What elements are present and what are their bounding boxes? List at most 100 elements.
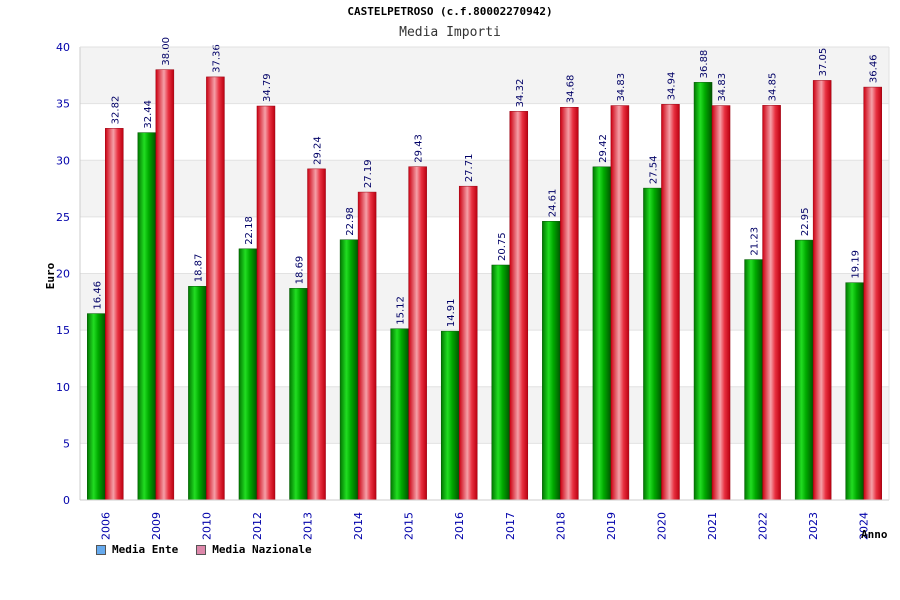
legend: Media Ente Media Nazionale [96, 543, 312, 556]
y-tick-label: 25 [56, 211, 70, 224]
bar-media-ente-2022 [744, 259, 763, 501]
y-axis-title: Euro [44, 262, 57, 289]
data-label: 27.71 [464, 154, 475, 183]
y-tick-label: 20 [56, 268, 70, 281]
data-label: 34.83 [717, 73, 728, 102]
x-tick-label: 2017 [504, 512, 517, 540]
data-label: 34.83 [616, 73, 627, 102]
bar-media-nazionale-2019 [610, 105, 630, 501]
bar-media-nazionale-2006 [105, 128, 124, 501]
bar-media-nazionale-2017 [509, 111, 529, 501]
y-tick-label: 35 [56, 98, 70, 111]
y-tick-label: 40 [56, 41, 70, 54]
data-label: 18.87 [193, 254, 204, 283]
data-label: 37.05 [818, 48, 829, 77]
x-tick-label: 2024 [858, 512, 871, 540]
y-tick-label: 30 [56, 154, 70, 167]
data-label: 36.46 [869, 54, 880, 83]
data-label: 34.79 [262, 73, 273, 102]
chart-subtitle: Media Importi [399, 25, 501, 40]
bar-media-ente-2015 [390, 328, 409, 501]
data-label: 19.19 [851, 250, 862, 279]
data-label: 21.23 [750, 227, 761, 256]
bar-media-nazionale-2010 [206, 76, 225, 501]
x-tick-label: 2020 [655, 512, 668, 540]
bar-media-ente-2016 [440, 330, 460, 501]
x-axis-title: Anno [861, 528, 888, 541]
legend-item-media-nazionale: Media Nazionale [196, 543, 312, 556]
bar-media-ente-2020 [643, 187, 662, 501]
data-label: 32.82 [110, 96, 121, 125]
data-label: 27.54 [648, 155, 659, 184]
data-label: 22.98 [345, 207, 356, 236]
data-label: 34.32 [515, 79, 526, 108]
bar-media-ente-2019 [592, 166, 612, 501]
bar-media-nazionale-2018 [560, 106, 579, 501]
data-label: 38.00 [161, 37, 172, 66]
y-tick-label: 0 [63, 494, 70, 507]
data-label: 14.91 [446, 299, 457, 328]
bar-media-nazionale-2022 [762, 105, 781, 501]
data-labels: 16.46 32.82 32.44 38.00 18.87 37.36 22.18 34.79… [92, 37, 879, 327]
bar-media-ente-2012 [238, 248, 258, 501]
bar-media-ente-2010 [188, 286, 207, 501]
x-tick-label: 2016 [453, 512, 466, 540]
bar-media-ente-2024 [845, 282, 864, 501]
bar-media-nazionale-2014 [357, 191, 377, 501]
bar-media-ente-2013 [289, 288, 308, 501]
bar-media-ente-2014 [339, 239, 359, 501]
bar-media-ente-2009 [137, 132, 157, 501]
legend-label-media-ente: Media Ente [112, 543, 179, 556]
x-tick-label: 2018 [554, 512, 567, 540]
bar-media-ente-2021 [693, 82, 713, 501]
data-label: 37.36 [211, 44, 222, 73]
data-label: 22.95 [800, 207, 811, 236]
data-label: 34.94 [666, 72, 677, 101]
x-tick-label: 2022 [757, 512, 770, 540]
bar-media-nazionale-2024 [863, 86, 882, 501]
bar-media-ente-2018 [542, 221, 561, 501]
data-label: 29.24 [313, 136, 324, 165]
x-tick-label: 2010 [200, 512, 213, 540]
y-tick-label: 5 [63, 437, 70, 450]
bar-media-ente-2023 [794, 239, 814, 501]
x-tick-label: 2009 [150, 512, 163, 540]
bar-media-nazionale-2012 [256, 105, 276, 501]
x-tick-label: 2012 [251, 512, 264, 540]
x-tick-label: 2021 [706, 512, 719, 540]
axes: 0 5 10 15 20 25 30 35 40 2006 2009 2010 2012 2013 2014… [56, 41, 890, 540]
bar-media-nazionale-2013 [307, 168, 326, 501]
data-label: 27.19 [363, 159, 374, 188]
data-label: 18.69 [295, 256, 306, 285]
data-label: 16.46 [92, 281, 103, 310]
bars [87, 69, 882, 501]
data-label: 15.12 [396, 296, 407, 325]
bar-media-nazionale-2023 [812, 80, 832, 501]
y-tick-label: 15 [56, 324, 70, 337]
bar-media-nazionale-2020 [661, 104, 680, 501]
legend-item-media-ente: Media Ente [96, 543, 178, 556]
legend-swatch-media-ente [96, 544, 106, 555]
bar-media-nazionale-2009 [155, 69, 175, 501]
x-tick-label: 2015 [403, 512, 416, 540]
bar-media-nazionale-2021 [711, 105, 731, 501]
chart-title: CASTELPETROSO (c.f.80002270942) [347, 5, 553, 18]
data-label: 32.44 [143, 100, 154, 129]
x-tick-label: 2023 [807, 512, 820, 540]
legend-label-media-nazionale: Media Nazionale [212, 543, 312, 556]
data-label: 36.88 [699, 50, 710, 79]
data-label: 24.61 [547, 189, 558, 218]
bar-media-ente-2006 [87, 313, 106, 501]
data-label: 22.18 [244, 216, 255, 245]
data-label: 29.43 [414, 134, 425, 163]
data-label: 34.85 [768, 73, 779, 102]
x-tick-label: 2013 [302, 512, 315, 540]
data-label: 34.68 [565, 75, 576, 104]
data-label: 29.42 [598, 134, 609, 163]
data-label: 20.75 [497, 232, 508, 261]
legend-swatch-media-nazionale [196, 544, 207, 555]
x-tick-label: 2019 [605, 512, 618, 540]
bar-media-ente-2017 [491, 264, 511, 501]
bar-media-nazionale-2016 [458, 185, 478, 501]
